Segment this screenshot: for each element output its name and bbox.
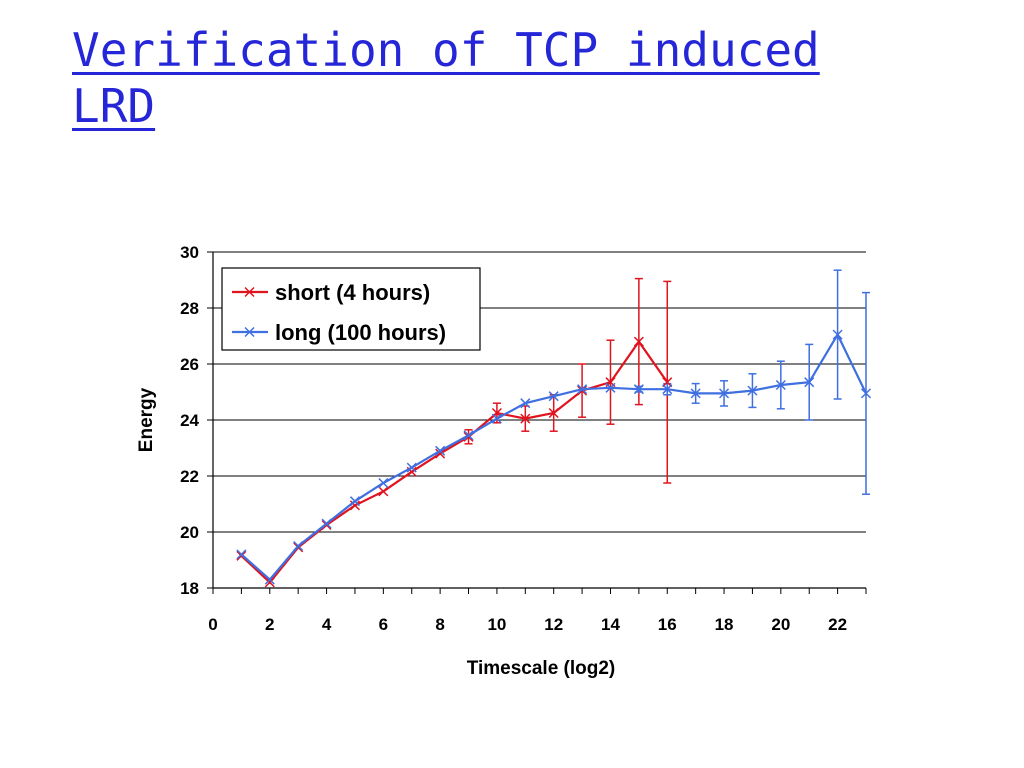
data-point-mark bbox=[577, 385, 588, 396]
x-tick-label: 6 bbox=[379, 615, 388, 634]
data-point bbox=[264, 574, 275, 585]
data-point bbox=[435, 448, 446, 459]
data-point-mark bbox=[378, 486, 389, 497]
data-point-mark bbox=[435, 445, 446, 456]
data-point bbox=[633, 384, 644, 395]
data-point bbox=[577, 385, 588, 396]
data-point-mark bbox=[349, 500, 360, 511]
legend-marker bbox=[244, 326, 255, 338]
data-point bbox=[860, 388, 872, 399]
x-tick-label: 12 bbox=[544, 615, 563, 634]
data-point bbox=[520, 398, 531, 409]
data-point bbox=[548, 407, 559, 419]
data-point-mark bbox=[406, 466, 417, 477]
y-axis-label: Energy bbox=[136, 387, 157, 452]
data-point-mark bbox=[264, 577, 275, 588]
data-point-mark bbox=[406, 462, 417, 473]
x-tick-label: 16 bbox=[658, 615, 677, 634]
series-line-long bbox=[240, 332, 867, 582]
data-point bbox=[548, 391, 559, 402]
y-tick-label: 30 bbox=[180, 243, 199, 262]
data-point bbox=[633, 336, 644, 347]
data-point bbox=[264, 577, 275, 588]
legend-marker bbox=[244, 286, 255, 298]
data-point bbox=[406, 462, 417, 473]
data-point-mark bbox=[775, 379, 786, 391]
data-point bbox=[378, 477, 389, 489]
series-line-short bbox=[240, 339, 669, 585]
data-point-mark bbox=[264, 574, 275, 585]
data-point bbox=[662, 384, 673, 395]
data-point-mark bbox=[662, 384, 673, 395]
data-point-mark bbox=[435, 448, 446, 459]
x-tick-label: 14 bbox=[601, 615, 620, 634]
x-tick-label: 2 bbox=[265, 615, 274, 634]
data-point-mark bbox=[719, 388, 730, 399]
data-point-mark bbox=[378, 477, 389, 489]
legend-item: long (100 hours) bbox=[232, 320, 446, 345]
data-point bbox=[321, 518, 332, 529]
y-tick-label: 26 bbox=[180, 355, 199, 374]
data-point-mark bbox=[633, 336, 644, 347]
data-point-mark bbox=[860, 388, 872, 399]
data-point-mark bbox=[236, 549, 247, 560]
data-point-mark bbox=[804, 377, 815, 388]
x-tick-label: 10 bbox=[487, 615, 506, 634]
data-point bbox=[719, 388, 730, 399]
data-point bbox=[463, 430, 474, 441]
data-point-mark bbox=[349, 496, 360, 507]
data-point bbox=[378, 486, 389, 497]
data-point-mark bbox=[690, 388, 701, 399]
data-point-mark bbox=[463, 430, 474, 441]
data-point-mark bbox=[577, 384, 588, 395]
legend-item: short (4 hours) bbox=[232, 280, 430, 305]
data-point-mark bbox=[548, 407, 559, 419]
data-point bbox=[775, 379, 786, 391]
data-point-mark bbox=[321, 518, 332, 529]
slide-title-line-2: LRD bbox=[72, 79, 156, 133]
data-point-mark bbox=[548, 391, 559, 402]
x-tick-label: 20 bbox=[771, 615, 790, 634]
x-tick-label: 18 bbox=[715, 615, 734, 634]
x-tick-label: 4 bbox=[322, 615, 332, 634]
data-point bbox=[293, 540, 304, 552]
x-tick-label: 0 bbox=[208, 615, 217, 634]
data-point-mark bbox=[747, 385, 758, 396]
data-point bbox=[832, 329, 843, 340]
slide-title: Verification of TCP induced LRD bbox=[72, 22, 972, 134]
data-point bbox=[491, 413, 502, 424]
y-tick-label: 22 bbox=[180, 467, 199, 486]
data-point bbox=[690, 388, 701, 399]
legend-label: long (100 hours) bbox=[275, 320, 446, 345]
legend-box bbox=[221, 267, 481, 351]
data-point-mark bbox=[605, 382, 616, 393]
data-point bbox=[236, 549, 247, 560]
y-tick-label: 20 bbox=[180, 523, 199, 542]
data-point bbox=[349, 496, 360, 507]
data-point bbox=[804, 377, 815, 388]
data-point-mark bbox=[293, 540, 304, 552]
x-tick-label: 22 bbox=[828, 615, 847, 634]
x-tick-label: 8 bbox=[435, 615, 444, 634]
data-point bbox=[605, 382, 616, 393]
data-point bbox=[435, 445, 446, 456]
data-point bbox=[520, 413, 531, 424]
data-point bbox=[577, 384, 588, 395]
x-axis-label: Timescale (log2) bbox=[467, 658, 616, 679]
y-tick-label: 24 bbox=[180, 411, 199, 430]
series-lines bbox=[236, 329, 872, 588]
legend-label: short (4 hours) bbox=[275, 280, 430, 305]
data-point bbox=[747, 385, 758, 396]
y-tick-label: 28 bbox=[180, 299, 199, 318]
data-point-mark bbox=[633, 384, 644, 395]
y-tick-label: 18 bbox=[180, 579, 199, 598]
chart-legend: short (4 hours) long (100 hours) bbox=[221, 267, 481, 351]
data-point-mark bbox=[520, 398, 531, 409]
data-point-mark bbox=[520, 413, 531, 424]
slide-title-line-1: Verification of TCP induced bbox=[72, 23, 820, 77]
data-point-mark bbox=[491, 413, 502, 424]
data-point-mark bbox=[832, 329, 843, 340]
